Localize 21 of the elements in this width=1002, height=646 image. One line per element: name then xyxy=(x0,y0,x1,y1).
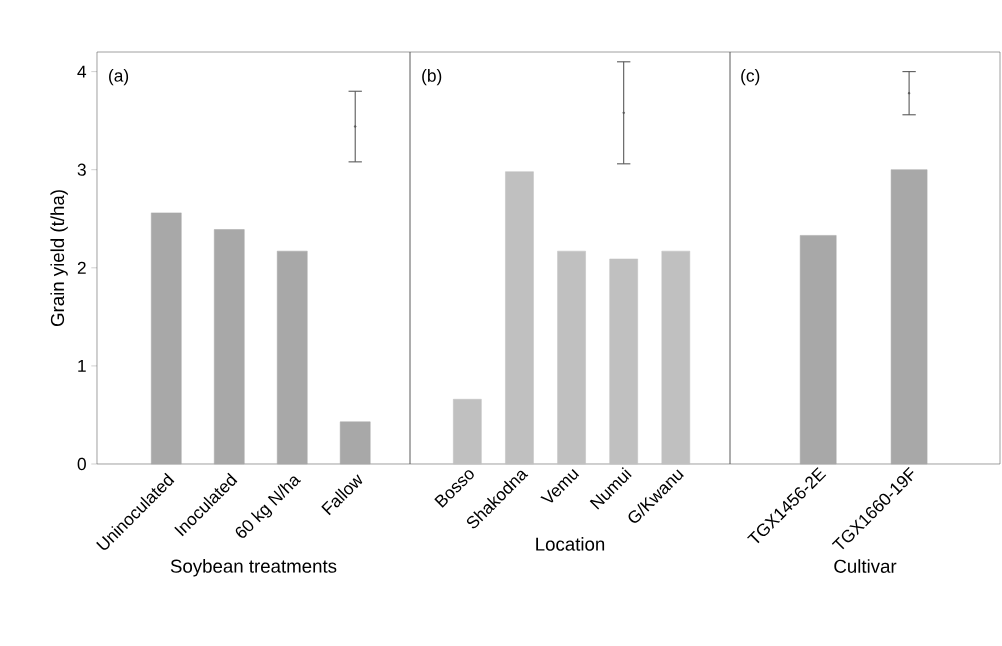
annotation: (b) xyxy=(422,69,442,86)
annotation: (a) xyxy=(109,69,129,86)
bar xyxy=(151,212,182,465)
y-tick-label: 3 xyxy=(77,163,86,176)
bar xyxy=(505,171,534,465)
bar xyxy=(557,250,586,465)
y-tick-label: 4 xyxy=(77,65,87,78)
x-axis-title: Location xyxy=(536,537,605,551)
x-axis-title: Soybean treatments xyxy=(170,559,337,577)
y-tick-label: 2 xyxy=(77,261,86,274)
bar xyxy=(339,421,371,465)
y-tick-label: 0 xyxy=(77,457,86,471)
y-axis-title: Grain yield (t/ha) xyxy=(50,190,68,327)
y-tick-label: 1 xyxy=(78,359,86,372)
bar xyxy=(453,398,482,465)
annotation: (c) xyxy=(741,69,760,86)
bar xyxy=(609,258,638,465)
bar xyxy=(661,250,691,465)
bar xyxy=(213,229,245,465)
x-axis-title: Cultivar xyxy=(834,559,897,573)
bar xyxy=(276,250,308,465)
